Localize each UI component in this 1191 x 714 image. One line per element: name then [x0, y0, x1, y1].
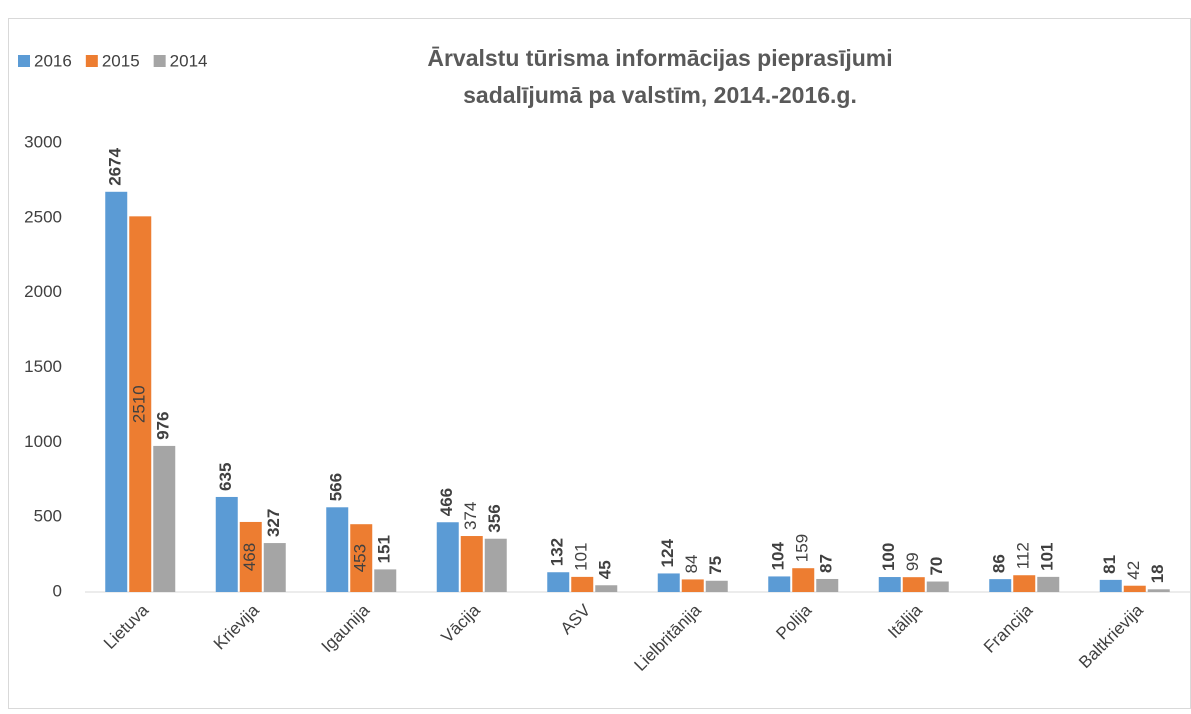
- data-label: 112: [1014, 542, 1033, 569]
- data-label: 356: [485, 504, 504, 532]
- data-label: 87: [817, 554, 836, 573]
- bar: [215, 496, 238, 592]
- bar: [326, 507, 349, 592]
- data-label: 132: [548, 538, 567, 566]
- data-label: 18: [1148, 564, 1167, 583]
- bar: [129, 216, 152, 592]
- bar: [571, 576, 594, 592]
- data-label: 100: [879, 543, 898, 571]
- legend-swatch: [18, 55, 30, 67]
- data-label: 42: [1124, 561, 1143, 580]
- y-tick-label: 3000: [24, 132, 62, 151]
- data-label: 635: [216, 463, 235, 491]
- legend-label: 2014: [170, 51, 208, 70]
- chart-title: sadalījumā pa valstīm, 2014.-2016.g.: [463, 82, 857, 108]
- bar: [768, 576, 791, 592]
- bar: [1013, 575, 1036, 592]
- data-label: 81: [1100, 555, 1119, 574]
- bar: [1123, 585, 1146, 592]
- data-label: 2510: [130, 385, 149, 423]
- bar: [484, 538, 507, 592]
- data-label: 2674: [106, 147, 125, 185]
- bar: [989, 579, 1012, 592]
- bar: [878, 577, 901, 592]
- bar: [263, 543, 286, 592]
- data-label: 104: [769, 542, 788, 571]
- y-tick-label: 500: [34, 507, 62, 526]
- data-label: 468: [240, 543, 259, 571]
- data-label: 124: [658, 539, 677, 568]
- data-label: 101: [1038, 543, 1057, 571]
- bar: [105, 191, 128, 593]
- data-label: 84: [682, 555, 701, 574]
- legend-label: 2016: [34, 51, 72, 70]
- bar: [460, 536, 483, 592]
- bar: [350, 524, 373, 592]
- bar: [792, 568, 815, 592]
- chart-border: [8, 18, 1191, 709]
- data-label: 374: [461, 502, 480, 530]
- bar: [1147, 589, 1170, 592]
- data-label: 86: [990, 554, 1009, 573]
- legend-swatch: [85, 55, 98, 67]
- data-label: 453: [351, 544, 370, 572]
- bar: [705, 580, 728, 592]
- chart-title: Ārvalstu tūrisma informācijas pieprasīju…: [427, 45, 892, 71]
- data-label: 151: [375, 535, 394, 563]
- bar: [374, 569, 397, 592]
- bar: [595, 585, 618, 592]
- bar: [1037, 576, 1060, 592]
- data-label: 45: [596, 560, 615, 579]
- data-label: 70: [927, 557, 946, 576]
- bar: [239, 521, 262, 592]
- bar: [681, 579, 704, 592]
- bar: [547, 572, 570, 592]
- data-label: 99: [903, 552, 922, 571]
- y-tick-label: 1000: [24, 432, 62, 451]
- bar: [657, 573, 680, 592]
- y-tick-label: 2000: [24, 282, 62, 301]
- legend-label: 2015: [102, 51, 140, 70]
- y-tick-label: 1500: [24, 357, 62, 376]
- data-label: 327: [264, 509, 283, 537]
- y-tick-label: 0: [53, 581, 62, 600]
- bar: [926, 581, 949, 592]
- legend-swatch: [153, 55, 166, 67]
- bar: [902, 577, 925, 592]
- data-label: 75: [706, 556, 725, 575]
- bar: [1099, 579, 1122, 592]
- data-label: 101: [572, 543, 591, 571]
- y-tick-label: 2500: [24, 207, 62, 226]
- data-label: 466: [437, 488, 456, 516]
- bar: [436, 522, 459, 592]
- bar: [153, 445, 176, 592]
- data-label: 159: [793, 534, 812, 562]
- data-label: 566: [327, 473, 346, 501]
- bar: [816, 578, 839, 592]
- data-label: 976: [154, 412, 173, 440]
